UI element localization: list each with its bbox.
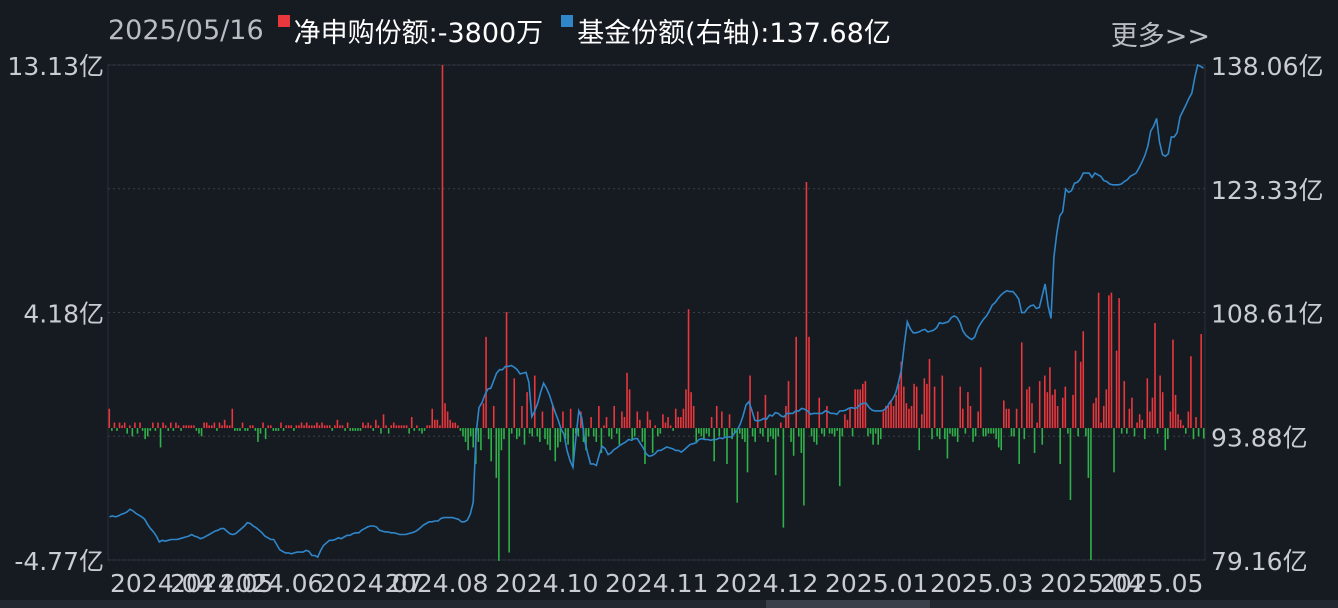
bottom-scroll-track[interactable]: [0, 600, 1338, 608]
x-axis-tick-label: 2025.03: [930, 569, 1033, 598]
x-axis-tick-label: 2025.05: [1100, 569, 1203, 598]
fund-share-line: [109, 63, 1204, 559]
x-axis-tick-label: 2024.06: [220, 569, 323, 598]
legend-fund-share: 基金份额(右轴):137.68亿: [577, 17, 891, 49]
bottom-scroll-thumb[interactable]: [766, 600, 930, 608]
left-axis-tick-label: 4.18亿: [23, 300, 104, 329]
net-subscription-bars: [108, 65, 1205, 561]
fund-share-swatch: [561, 15, 574, 27]
x-axis-tick-label: 2025.04: [1040, 569, 1143, 598]
left-axis-tick-label: -4.77亿: [14, 547, 104, 576]
legend-date: 2025/05/16: [108, 14, 264, 46]
fund-share-line-path: [109, 63, 1204, 559]
grid-lines: [107, 64, 1206, 561]
legend-net-subscription: 净申购份额:-3800万: [293, 17, 544, 49]
x-axis-tick-label: 2024.08: [385, 569, 488, 598]
right-axis-tick-label: 108.61亿: [1211, 300, 1323, 329]
left-axis-tick-label: 13.13亿: [7, 52, 104, 81]
net-subscription-swatch: [277, 15, 290, 27]
axes: 13.13亿 4.18亿 -4.77亿 138.06亿 123.33亿 108.61亿 93…: [7, 52, 1323, 598]
right-axis-tick-label: 79.16亿: [1211, 547, 1308, 576]
right-axis-tick-label: 93.88亿: [1211, 423, 1308, 452]
more-link[interactable]: 更多>>: [1110, 21, 1210, 52]
plot-frame: [107, 64, 1206, 561]
x-axis-tick-label: 2024.05: [170, 569, 273, 598]
x-axis-tick-label: 2024.11: [605, 569, 708, 598]
right-axis-tick-label: 123.33亿: [1211, 176, 1323, 205]
x-axis-tick-label: 2024.10: [495, 569, 598, 598]
x-axis-tick-label: 2024.12: [715, 569, 818, 598]
x-axis-tick-label: 2025.01: [825, 569, 928, 598]
legend: 2025/05/16 净申购份额:-3800万 基金份额(右轴):137.68亿: [108, 10, 909, 50]
x-axis-tick-label: 2024.07: [320, 569, 423, 598]
right-axis-tick-label: 138.06亿: [1211, 52, 1323, 81]
x-axis-tick-label: 2024.04: [110, 569, 213, 598]
